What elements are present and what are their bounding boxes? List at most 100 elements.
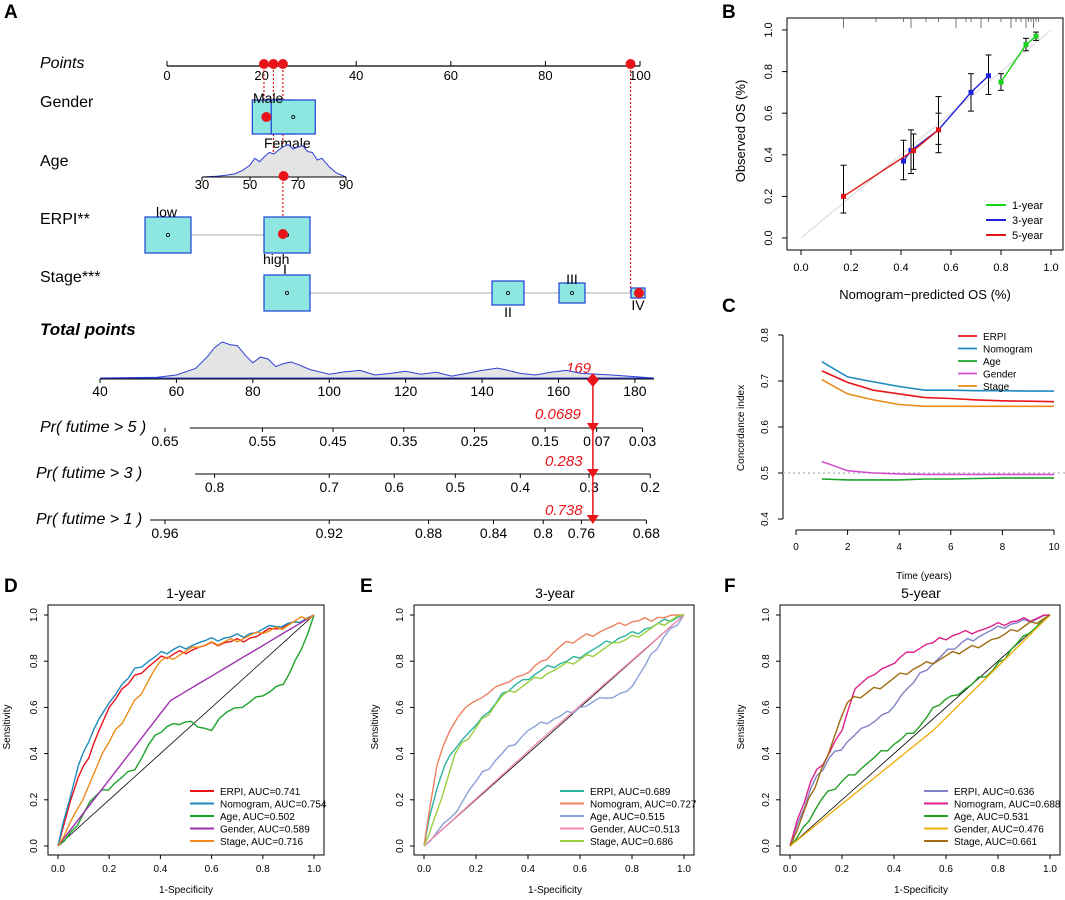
calibration-panel: Nomogram−predicted OS (%) Observed OS (%…: [733, 17, 1064, 302]
concordance-line-gender: [821, 460, 1054, 476]
calibration-ylabel: Observed OS (%): [733, 80, 748, 183]
calibration-legend-label: 5-year: [1012, 230, 1044, 242]
roc-legend-label: Age, AUC=0.531: [954, 812, 1029, 823]
prob-indicator-arrow: [586, 423, 599, 432]
prob-tick-label: 0.55: [249, 433, 276, 449]
total-indicator-diamond: [586, 373, 599, 387]
roc-xtick-label: 1.0: [1043, 864, 1057, 875]
roc-legend-label: Gender, AUC=0.476: [954, 825, 1044, 836]
concordance-xtick-label: 8: [1000, 542, 1006, 553]
total-tick-label: 80: [245, 383, 261, 399]
erpi-level-high: high: [263, 251, 289, 267]
prob-tick-label: 0.8: [205, 479, 225, 495]
age-selected-point: [278, 171, 289, 181]
level-box-dot: [165, 232, 170, 237]
points-tick-label: 80: [538, 68, 552, 83]
prob-tick-label: 0.8: [533, 525, 553, 541]
calibration-ytick-label: 1.0: [763, 22, 775, 37]
roc-ytick-label: 1.0: [29, 608, 40, 622]
concordance-line-stage: [821, 378, 1054, 408]
calibration-frame: [786, 17, 1064, 251]
selected-point-marker: [258, 59, 269, 69]
calibration-ytick-label: 0.2: [763, 189, 775, 204]
concordance-xtick-label: 4: [896, 542, 902, 553]
stage-level-ii: II: [504, 304, 512, 320]
calibration-ytick-label: 0.4: [763, 147, 775, 162]
panel-label-a: A: [4, 2, 18, 23]
total-tick-label: 140: [470, 383, 494, 399]
calibration-point: [986, 73, 991, 79]
calibration-ytick-label: 0.0: [763, 230, 775, 245]
calibration-xtick-label: 0.8: [993, 262, 1008, 274]
roc-5year-xlabel: 1-Specificity: [894, 885, 948, 896]
roc-ytick-label: 0.6: [761, 700, 772, 714]
roc-frame: [47, 604, 325, 856]
prob-tick-label: 0.35: [390, 433, 417, 449]
panel-label-c: C: [722, 296, 736, 317]
roc-ytick-label: 0.8: [395, 654, 406, 668]
gender-level-male: Male: [253, 90, 284, 106]
prob1-label: Pr( futime > 1 ): [36, 511, 142, 528]
roc-xtick-label: 0.0: [51, 864, 65, 875]
roc-frame: [779, 604, 1061, 856]
total-tick-label: 100: [318, 383, 342, 399]
roc-ytick-label: 1.0: [761, 608, 772, 622]
concordance-ylabel: Concordance index: [736, 385, 747, 471]
concordance-legend-label: Nomogram: [983, 345, 1032, 356]
roc-legend-label: Stage, AUC=0.661: [954, 837, 1038, 848]
prob5-value: 0.0689: [535, 406, 582, 423]
roc-xtick-label: 0.8: [625, 864, 639, 875]
points-label: Points: [40, 55, 84, 72]
roc-xtick-label: 0.2: [102, 864, 116, 875]
concordance-ytick-label: 0.6: [760, 420, 771, 434]
calibration-point: [841, 193, 846, 199]
points-tick-label: 0: [163, 68, 170, 83]
roc-curve: [423, 614, 685, 847]
erpi-selected-point: [277, 229, 288, 239]
roc-1year-panel: 1-year 1-Specificity Sensitivity 0.0 0.0 0…: [2, 585, 327, 896]
prob3-label: Pr( futime > 3 ): [36, 465, 142, 482]
roc-curve: [423, 614, 685, 847]
calibration-xlabel: Nomogram−predicted OS (%): [839, 287, 1011, 302]
prob-tick-label: 0.96: [151, 525, 178, 541]
roc-curve: [789, 614, 1051, 847]
roc-legend-label: ERPI, AUC=0.741: [220, 787, 301, 798]
concordance-legend-label: Age: [983, 357, 1001, 368]
roc-curve: [57, 614, 315, 847]
total-tick-label: 160: [547, 383, 571, 399]
roc-ytick-label: 0.4: [761, 746, 772, 760]
calibration-point: [1023, 42, 1029, 48]
panel-label-d: D: [4, 576, 18, 597]
roc-ytick-label: 0.2: [395, 792, 406, 806]
prob-tick-label: 0.07: [583, 433, 610, 449]
roc-legend-label: ERPI, AUC=0.636: [954, 787, 1035, 798]
concordance-ytick-label: 0.4: [760, 512, 771, 526]
prob-tick-label: 0.45: [319, 433, 346, 449]
roc-xtick-label: 0.2: [469, 864, 483, 875]
roc-xtick-label: 0.0: [417, 864, 431, 875]
concordance-panel: Time (years) Concordance index 0 2 4 6 8 10 0.…: [736, 328, 1065, 582]
calibration-point: [1033, 33, 1039, 39]
prob-tick-label: 0.25: [461, 433, 488, 449]
roc-ytick-label: 0.4: [29, 746, 40, 760]
level-box: [263, 274, 311, 312]
level-box: [558, 282, 586, 304]
prob-tick-label: 0.6: [384, 479, 404, 495]
calibration-point: [998, 79, 1004, 85]
prob1-value: 0.738: [545, 502, 583, 519]
calibration-xtick-label: 1.0: [1043, 262, 1058, 274]
prob-tick-label: 0.88: [415, 525, 442, 541]
roc-xtick-label: 0.0: [783, 864, 797, 875]
roc-ytick-label: 0.6: [29, 700, 40, 714]
age-tick-label: 90: [339, 177, 353, 192]
points-tick-label: 20: [254, 68, 268, 83]
erpi-label: ERPI**: [40, 211, 90, 228]
roc-3year-panel: 3-year 1-Specificity Sensitivity 0.0 0.0 0…: [370, 585, 697, 896]
roc-5year-ylabel: Sensitivity: [736, 704, 747, 749]
roc-legend-label: Age, AUC=0.515: [590, 812, 665, 823]
stage-level-iv: IV: [631, 297, 645, 313]
roc-diagonal: [789, 614, 1051, 847]
prob-tick-label: 0.7: [320, 479, 340, 495]
prob-tick-label: 0.4: [511, 479, 531, 495]
